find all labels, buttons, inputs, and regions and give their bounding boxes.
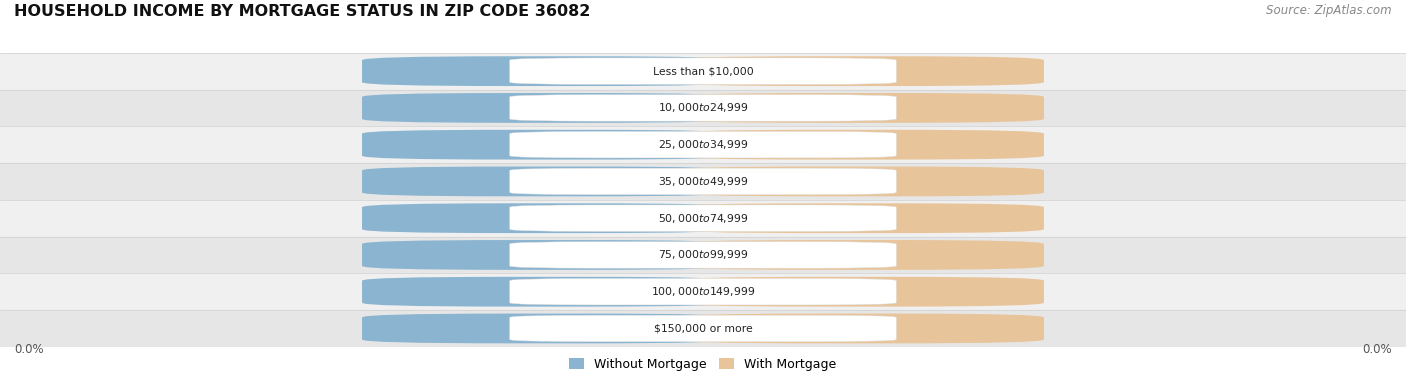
FancyBboxPatch shape	[363, 167, 734, 196]
FancyBboxPatch shape	[672, 240, 1045, 270]
FancyBboxPatch shape	[363, 203, 734, 233]
FancyBboxPatch shape	[672, 277, 1045, 307]
FancyBboxPatch shape	[363, 56, 734, 86]
Text: $50,000 to $74,999: $50,000 to $74,999	[658, 212, 748, 225]
FancyBboxPatch shape	[363, 314, 734, 343]
Text: $25,000 to $34,999: $25,000 to $34,999	[658, 138, 748, 151]
FancyBboxPatch shape	[672, 56, 1045, 86]
Text: 0.0%: 0.0%	[844, 103, 872, 113]
FancyBboxPatch shape	[363, 277, 734, 307]
Text: 0.0%: 0.0%	[14, 343, 44, 356]
Text: Less than $10,000: Less than $10,000	[652, 66, 754, 76]
FancyBboxPatch shape	[510, 315, 897, 342]
Text: 0.0%: 0.0%	[844, 250, 872, 260]
Text: $75,000 to $99,999: $75,000 to $99,999	[658, 248, 748, 261]
FancyBboxPatch shape	[510, 58, 897, 84]
Text: 0.0%: 0.0%	[534, 287, 562, 297]
Text: 0.0%: 0.0%	[534, 139, 562, 150]
FancyBboxPatch shape	[510, 168, 897, 195]
FancyBboxPatch shape	[363, 93, 734, 123]
Text: 0.0%: 0.0%	[534, 103, 562, 113]
Text: HOUSEHOLD INCOME BY MORTGAGE STATUS IN ZIP CODE 36082: HOUSEHOLD INCOME BY MORTGAGE STATUS IN Z…	[14, 4, 591, 19]
Text: 0.0%: 0.0%	[844, 176, 872, 187]
Text: 0.0%: 0.0%	[844, 323, 872, 334]
Text: $150,000 or more: $150,000 or more	[654, 323, 752, 334]
Text: $10,000 to $24,999: $10,000 to $24,999	[658, 101, 748, 114]
FancyBboxPatch shape	[510, 95, 897, 121]
Text: $100,000 to $149,999: $100,000 to $149,999	[651, 285, 755, 298]
FancyBboxPatch shape	[363, 130, 734, 159]
Text: 0.0%: 0.0%	[844, 66, 872, 76]
FancyBboxPatch shape	[510, 205, 897, 231]
Text: 0.0%: 0.0%	[534, 176, 562, 187]
FancyBboxPatch shape	[672, 130, 1045, 159]
FancyBboxPatch shape	[510, 279, 897, 305]
Text: 0.0%: 0.0%	[844, 139, 872, 150]
Text: 0.0%: 0.0%	[534, 250, 562, 260]
FancyBboxPatch shape	[510, 242, 897, 268]
Text: Source: ZipAtlas.com: Source: ZipAtlas.com	[1267, 4, 1392, 17]
Text: 0.0%: 0.0%	[844, 213, 872, 223]
FancyBboxPatch shape	[672, 203, 1045, 233]
FancyBboxPatch shape	[363, 240, 734, 270]
Text: 0.0%: 0.0%	[844, 287, 872, 297]
Text: 0.0%: 0.0%	[534, 213, 562, 223]
Text: 0.0%: 0.0%	[534, 66, 562, 76]
FancyBboxPatch shape	[672, 93, 1045, 123]
Legend: Without Mortgage, With Mortgage: Without Mortgage, With Mortgage	[569, 358, 837, 371]
Text: 0.0%: 0.0%	[534, 323, 562, 334]
Text: 0.0%: 0.0%	[1362, 343, 1392, 356]
FancyBboxPatch shape	[510, 132, 897, 158]
FancyBboxPatch shape	[672, 314, 1045, 343]
FancyBboxPatch shape	[672, 167, 1045, 196]
Text: $35,000 to $49,999: $35,000 to $49,999	[658, 175, 748, 188]
